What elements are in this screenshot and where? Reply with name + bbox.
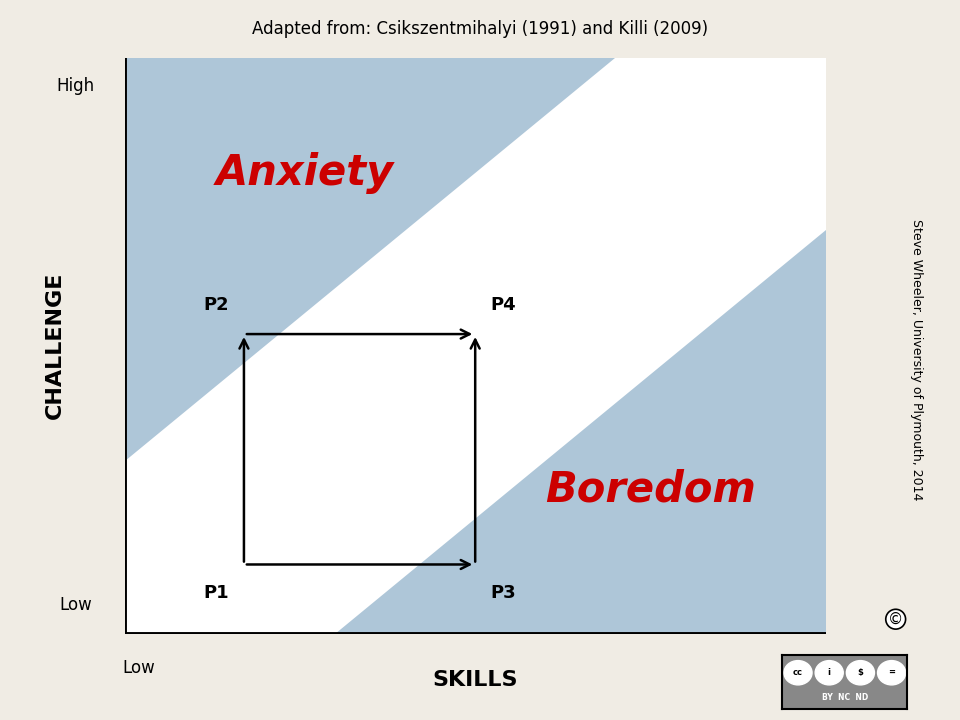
Polygon shape <box>125 58 615 461</box>
Circle shape <box>877 661 905 685</box>
Text: Low: Low <box>60 596 92 613</box>
Text: P1: P1 <box>204 585 228 602</box>
Circle shape <box>815 661 843 685</box>
Text: Steve Wheeler, University of Plymouth, 2014: Steve Wheeler, University of Plymouth, 2… <box>910 220 924 500</box>
Text: CHALLENGE: CHALLENGE <box>45 272 64 419</box>
Text: P4: P4 <box>491 297 516 314</box>
Text: Adapted from: Csikszentmihalyi (1991) and Killi (2009): Adapted from: Csikszentmihalyi (1991) an… <box>252 20 708 38</box>
Text: =: = <box>888 668 895 678</box>
Text: P2: P2 <box>204 297 228 314</box>
Text: cc: cc <box>793 668 803 678</box>
Text: SKILLS: SKILLS <box>432 670 518 690</box>
Text: High: High <box>793 660 830 677</box>
Circle shape <box>847 661 875 685</box>
Text: BY  NC  ND: BY NC ND <box>822 693 868 701</box>
Text: $: $ <box>857 668 863 678</box>
Text: ©: © <box>888 612 903 626</box>
Text: Low: Low <box>123 660 156 677</box>
Text: Anxiety: Anxiety <box>216 152 395 194</box>
Circle shape <box>784 661 812 685</box>
Polygon shape <box>335 230 826 634</box>
Text: High: High <box>57 78 95 96</box>
Text: i: i <box>828 668 830 678</box>
Text: Boredom: Boredom <box>545 469 756 510</box>
Text: P3: P3 <box>491 585 516 602</box>
